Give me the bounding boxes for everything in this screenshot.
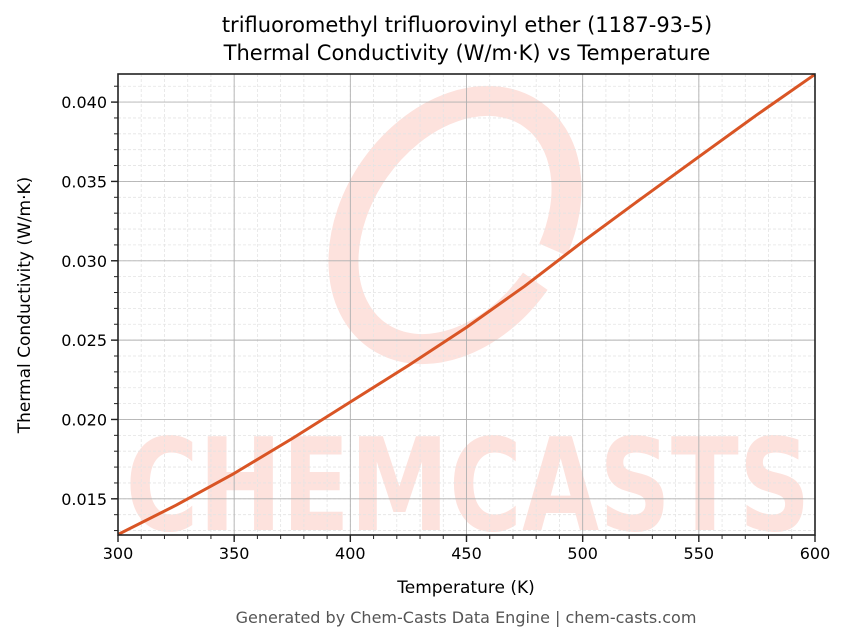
x-tick-label: 300: [103, 544, 134, 563]
y-axis: 0.015 0.020 0.025 0.030 0.035 0.040: [61, 85, 118, 532]
y-tick-label: 0.030: [61, 252, 107, 271]
y-tick-label: 0.025: [61, 331, 107, 350]
x-tick-label: 350: [219, 544, 250, 563]
x-tick-label: 500: [567, 544, 598, 563]
y-tick-label: 0.020: [61, 410, 107, 429]
chart-title: trifluoromethyl trifluorovinyl ether (11…: [221, 13, 713, 37]
x-axis: 300 350 400 450 500 550 600: [103, 535, 831, 563]
footer-credit: Generated by Chem-Casts Data Engine | ch…: [235, 608, 697, 627]
chart-subtitle: Thermal Conductivity (W/m·K) vs Temperat…: [223, 41, 711, 65]
y-tick-label: 0.040: [61, 93, 107, 112]
x-axis-label: Temperature (K): [396, 578, 535, 598]
x-tick-label: 600: [800, 544, 831, 563]
watermark-text: CHEMCASTS: [126, 412, 811, 561]
y-tick-label: 0.035: [61, 172, 107, 191]
x-tick-label: 400: [335, 544, 366, 563]
x-tick-label: 550: [684, 544, 715, 563]
y-tick-label: 0.015: [61, 490, 107, 509]
x-tick-label: 450: [451, 544, 482, 563]
thermal-conductivity-line: [117, 73, 816, 536]
y-axis-label: Thermal Conductivity (W/m·K): [15, 177, 35, 435]
